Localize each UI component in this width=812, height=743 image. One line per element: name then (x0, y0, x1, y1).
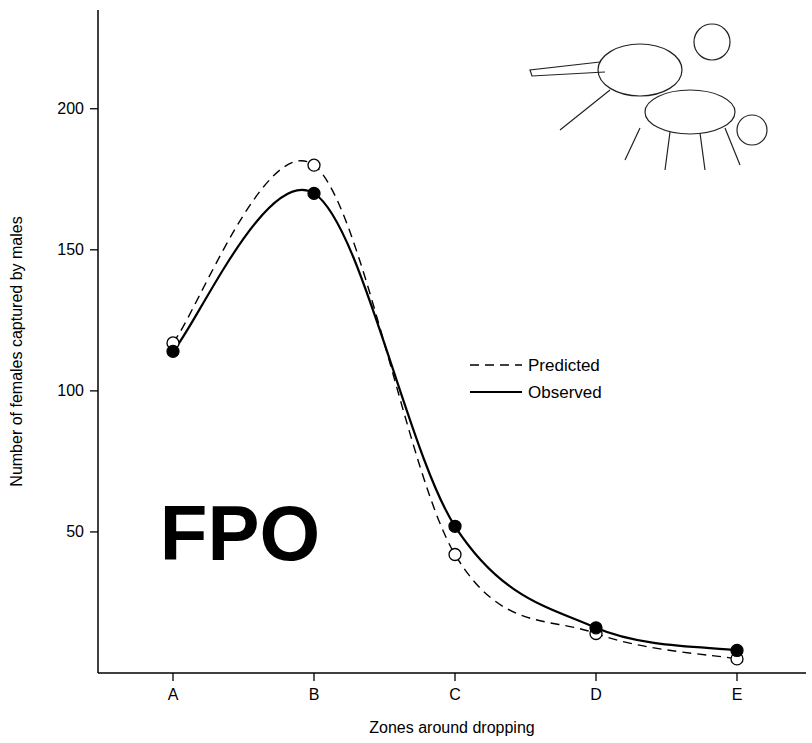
series-marker (449, 520, 461, 532)
legend-line (470, 391, 522, 393)
y-tick (90, 390, 98, 391)
y-tick-label: 150 (57, 241, 84, 258)
y-tick (90, 108, 98, 109)
x-tick-label: B (309, 686, 320, 703)
x-tick-label: A (168, 686, 179, 703)
chart: 50 100 150 200 A B C D E Zones around dropping Num… (0, 0, 812, 743)
legend-line (470, 364, 522, 365)
x-axis-title: Zones around dropping (369, 719, 534, 736)
series-marker (308, 187, 320, 199)
legend-label: Predicted (528, 356, 600, 375)
fly-body (598, 44, 682, 96)
x-tick (313, 673, 314, 681)
fly-head (694, 24, 730, 60)
x-tick (172, 673, 173, 681)
fly-legs (560, 90, 740, 170)
series-marker (167, 345, 179, 357)
legend-label: Observed (528, 383, 602, 402)
y-axis (97, 10, 99, 673)
series-marker (731, 644, 743, 656)
series-marker (308, 159, 320, 171)
y-tick (90, 531, 98, 532)
x-tick-label: E (732, 686, 743, 703)
x-tick (736, 673, 737, 681)
series-line (173, 190, 737, 651)
fly-wing (530, 62, 605, 76)
x-tick (454, 673, 455, 681)
y-axis-title: Number of females captured by males (8, 216, 25, 486)
y-tick (90, 249, 98, 250)
x-axis (98, 672, 806, 674)
y-tick-label: 100 (57, 382, 84, 399)
y-tick-label: 200 (57, 100, 84, 117)
series-marker (590, 622, 602, 634)
y-tick-label: 50 (66, 523, 84, 540)
legend: Predicted Observed (470, 356, 602, 402)
series-line (173, 161, 737, 659)
x-tick-label: D (590, 686, 602, 703)
fly-illustration (530, 24, 767, 170)
plot-area (167, 159, 743, 665)
fly-head (737, 115, 767, 145)
series-marker (449, 549, 461, 561)
fly-body (645, 90, 735, 134)
x-tick (595, 673, 596, 681)
annotation: FPO (160, 489, 320, 577)
x-tick-label: C (449, 686, 461, 703)
